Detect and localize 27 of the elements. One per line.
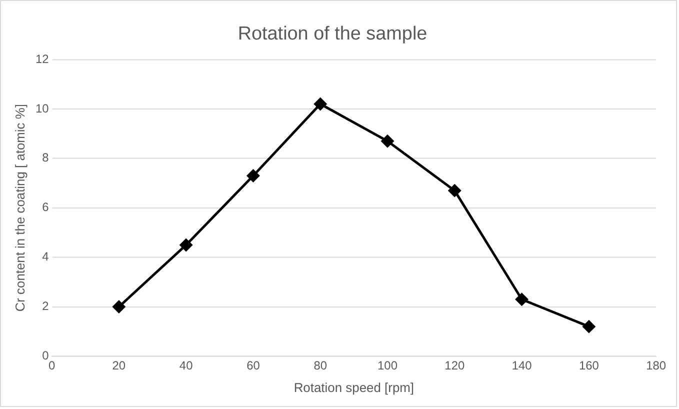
point bbox=[381, 134, 394, 148]
x-tick-label: 40 bbox=[179, 358, 194, 373]
point bbox=[112, 300, 126, 314]
x-axis-title: Rotation speed [rpm] bbox=[294, 380, 414, 395]
point bbox=[516, 293, 528, 306]
point bbox=[314, 98, 327, 110]
chart-title: Rotation of the sample bbox=[238, 23, 428, 44]
y-tick-label: 2 bbox=[42, 299, 50, 314]
y-tick-label: 12 bbox=[36, 52, 50, 66]
point bbox=[180, 238, 192, 252]
x-tick-label: 100 bbox=[378, 358, 398, 373]
x-tick-label: 120 bbox=[444, 358, 465, 373]
x-tick-label: 160 bbox=[578, 358, 600, 373]
x-tick-label: 20 bbox=[112, 358, 126, 373]
y-tick-label: 8 bbox=[42, 150, 50, 165]
y-tick-label: 6 bbox=[42, 200, 50, 214]
x-tick-label: 180 bbox=[646, 358, 666, 373]
y-axis-title: Cr content in the coating [ atomic %] bbox=[12, 104, 28, 312]
y-tick-label: 4 bbox=[42, 250, 50, 264]
y-tick-label: 0 bbox=[42, 348, 50, 363]
x-tick-label: 140 bbox=[512, 358, 532, 373]
point bbox=[448, 184, 461, 197]
point bbox=[582, 320, 596, 333]
x-tick-label: 80 bbox=[314, 358, 328, 373]
y-tick-label: 10 bbox=[36, 101, 50, 116]
point bbox=[246, 170, 260, 182]
x-tick-label: 60 bbox=[246, 358, 260, 373]
